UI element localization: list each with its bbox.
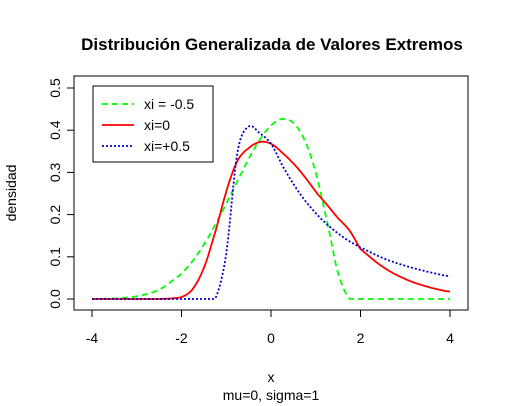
- y-tick-label: 0.5: [47, 78, 63, 98]
- legend-label-1: xi=0: [144, 117, 170, 133]
- y-axis: 0.0 0.1 0.2 0.3 0.4 0.5: [47, 78, 74, 309]
- legend-label-2: xi=+0.5: [144, 138, 190, 154]
- chart-subtitle: mu=0, sigma=1: [223, 387, 320, 403]
- y-tick-label: 0.3: [47, 162, 63, 182]
- x-axis: -4 -2 0 2 4: [86, 310, 454, 346]
- y-tick-label: 0.0: [47, 289, 63, 309]
- legend: xi = -0.5 xi=0 xi=+0.5: [93, 86, 213, 162]
- x-axis-label: x: [268, 369, 275, 385]
- y-tick-label: 0.1: [47, 247, 63, 267]
- legend-label-0: xi = -0.5: [144, 96, 194, 112]
- x-tick-label: 0: [267, 330, 275, 346]
- x-tick-label: 2: [357, 330, 365, 346]
- x-tick-label: 4: [446, 330, 454, 346]
- series-line-1: [92, 142, 450, 299]
- y-tick-label: 0.2: [47, 205, 63, 225]
- y-axis-label: densidad: [3, 165, 19, 222]
- y-tick-label: 0.4: [47, 120, 63, 140]
- chart-title: Distribución Generalizada de Valores Ext…: [81, 35, 463, 54]
- x-tick-label: -2: [175, 330, 188, 346]
- x-tick-label: -4: [86, 330, 99, 346]
